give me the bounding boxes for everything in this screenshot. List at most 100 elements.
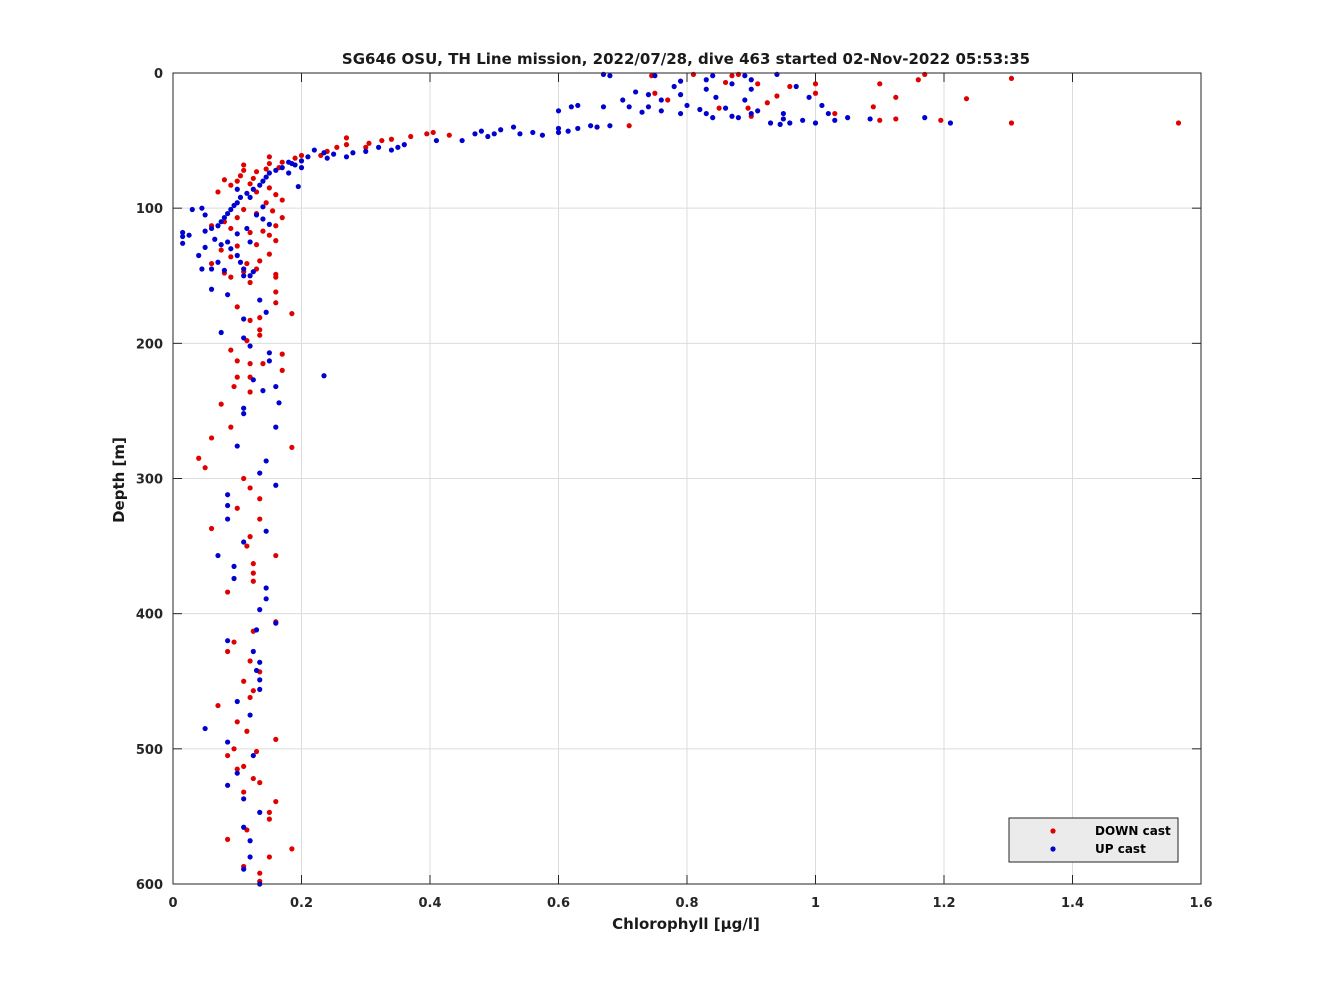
data-point-up-cast xyxy=(298,165,305,171)
data-point-down-cast xyxy=(215,702,221,709)
data-point-up-cast xyxy=(250,648,256,655)
data-point-up-cast xyxy=(234,252,240,259)
data-point-down-cast xyxy=(363,144,369,150)
data-point-up-cast xyxy=(748,77,754,83)
data-point-up-cast xyxy=(671,83,677,90)
data-point-up-cast xyxy=(722,105,729,111)
data-point-up-cast xyxy=(231,563,237,569)
data-point-up-cast xyxy=(234,698,240,705)
data-point-up-cast xyxy=(735,115,742,121)
data-point-up-cast xyxy=(260,388,266,394)
data-point-down-cast xyxy=(273,300,279,306)
data-point-down-cast xyxy=(244,728,250,734)
data-point-down-cast xyxy=(221,177,227,183)
data-point-up-cast xyxy=(555,125,562,132)
data-point-up-cast xyxy=(225,239,231,245)
y-axis-label: Depth [m] xyxy=(110,437,128,523)
data-point-up-cast xyxy=(247,194,253,200)
y-tick-label: 500 xyxy=(136,743,163,758)
data-point-up-cast xyxy=(247,343,253,349)
data-point-up-cast xyxy=(539,132,546,138)
data-point-down-cast xyxy=(745,105,751,111)
data-point-up-cast xyxy=(225,739,231,745)
data-point-down-cast xyxy=(241,678,247,684)
data-point-down-cast xyxy=(225,836,231,842)
data-point-down-cast xyxy=(379,137,385,144)
data-point-up-cast xyxy=(703,110,709,117)
data-point-up-cast xyxy=(257,182,263,188)
data-point-down-cast xyxy=(250,561,256,567)
data-point-down-cast xyxy=(247,694,253,701)
data-point-down-cast xyxy=(208,525,215,532)
data-point-down-cast xyxy=(257,496,263,502)
data-point-up-cast xyxy=(321,373,327,379)
data-point-down-cast xyxy=(253,169,260,175)
data-point-up-cast xyxy=(620,97,626,103)
x-tick-label: 0.2 xyxy=(290,896,313,911)
data-point-down-cast xyxy=(234,358,240,364)
data-point-up-cast xyxy=(697,106,703,113)
data-point-down-cast xyxy=(234,719,240,725)
data-point-up-cast xyxy=(231,202,237,209)
data-point-up-cast xyxy=(260,204,266,210)
data-point-up-cast xyxy=(241,335,247,341)
data-point-down-cast xyxy=(764,100,770,106)
data-point-down-cast xyxy=(257,258,263,264)
data-point-up-cast xyxy=(215,223,221,229)
data-point-up-cast xyxy=(218,329,224,336)
data-point-up-cast xyxy=(221,215,227,221)
data-point-up-cast xyxy=(257,686,263,692)
data-point-up-cast xyxy=(202,228,208,234)
data-point-up-cast xyxy=(253,627,260,633)
data-point-up-cast xyxy=(478,128,484,134)
data-point-up-cast xyxy=(225,492,231,498)
data-point-down-cast xyxy=(729,73,735,79)
data-point-up-cast xyxy=(266,170,272,176)
data-point-down-cast xyxy=(292,155,298,161)
data-point-down-cast xyxy=(234,766,240,772)
data-point-down-cast xyxy=(279,367,285,373)
data-point-up-cast xyxy=(713,94,719,100)
x-tick-label: 0.6 xyxy=(547,896,570,911)
data-point-down-cast xyxy=(241,789,247,795)
data-point-up-cast xyxy=(748,110,754,117)
legend-marker-down-cast xyxy=(1050,828,1056,834)
data-point-up-cast xyxy=(555,129,562,136)
data-point-up-cast xyxy=(253,667,260,674)
legend-box xyxy=(1008,817,1179,863)
data-point-up-cast xyxy=(343,154,350,160)
data-point-down-cast xyxy=(938,117,944,123)
data-point-up-cast xyxy=(225,638,231,644)
data-point-down-cast xyxy=(289,846,295,852)
data-point-down-cast xyxy=(915,77,921,83)
data-point-up-cast xyxy=(568,104,574,110)
data-point-down-cast xyxy=(273,736,279,742)
data-point-down-cast xyxy=(269,208,276,214)
data-point-up-cast xyxy=(286,159,292,165)
data-point-up-cast xyxy=(279,165,285,171)
data-point-down-cast xyxy=(260,361,266,367)
data-point-down-cast xyxy=(257,516,263,522)
data-point-up-cast xyxy=(257,607,263,613)
data-point-up-cast xyxy=(273,620,279,626)
data-point-down-cast xyxy=(241,206,247,213)
data-point-up-cast xyxy=(266,221,272,227)
data-point-up-cast xyxy=(401,142,407,148)
data-point-up-cast xyxy=(677,78,684,84)
data-point-up-cast xyxy=(215,552,221,559)
data-point-down-cast xyxy=(388,136,395,142)
data-point-down-cast xyxy=(343,135,350,141)
data-point-down-cast xyxy=(257,780,263,786)
data-point-up-cast xyxy=(311,147,317,153)
data-point-down-cast xyxy=(228,254,234,260)
data-point-down-cast xyxy=(234,215,240,221)
data-point-up-cast xyxy=(257,470,263,476)
y-tick-label: 100 xyxy=(136,202,163,217)
legend: DOWN cast UP cast xyxy=(1008,817,1179,863)
legend-label-down-cast: DOWN cast xyxy=(1095,824,1171,838)
data-point-down-cast xyxy=(446,132,452,138)
data-point-up-cast xyxy=(703,77,709,83)
data-point-up-cast xyxy=(703,86,709,92)
data-point-up-cast xyxy=(777,121,783,127)
